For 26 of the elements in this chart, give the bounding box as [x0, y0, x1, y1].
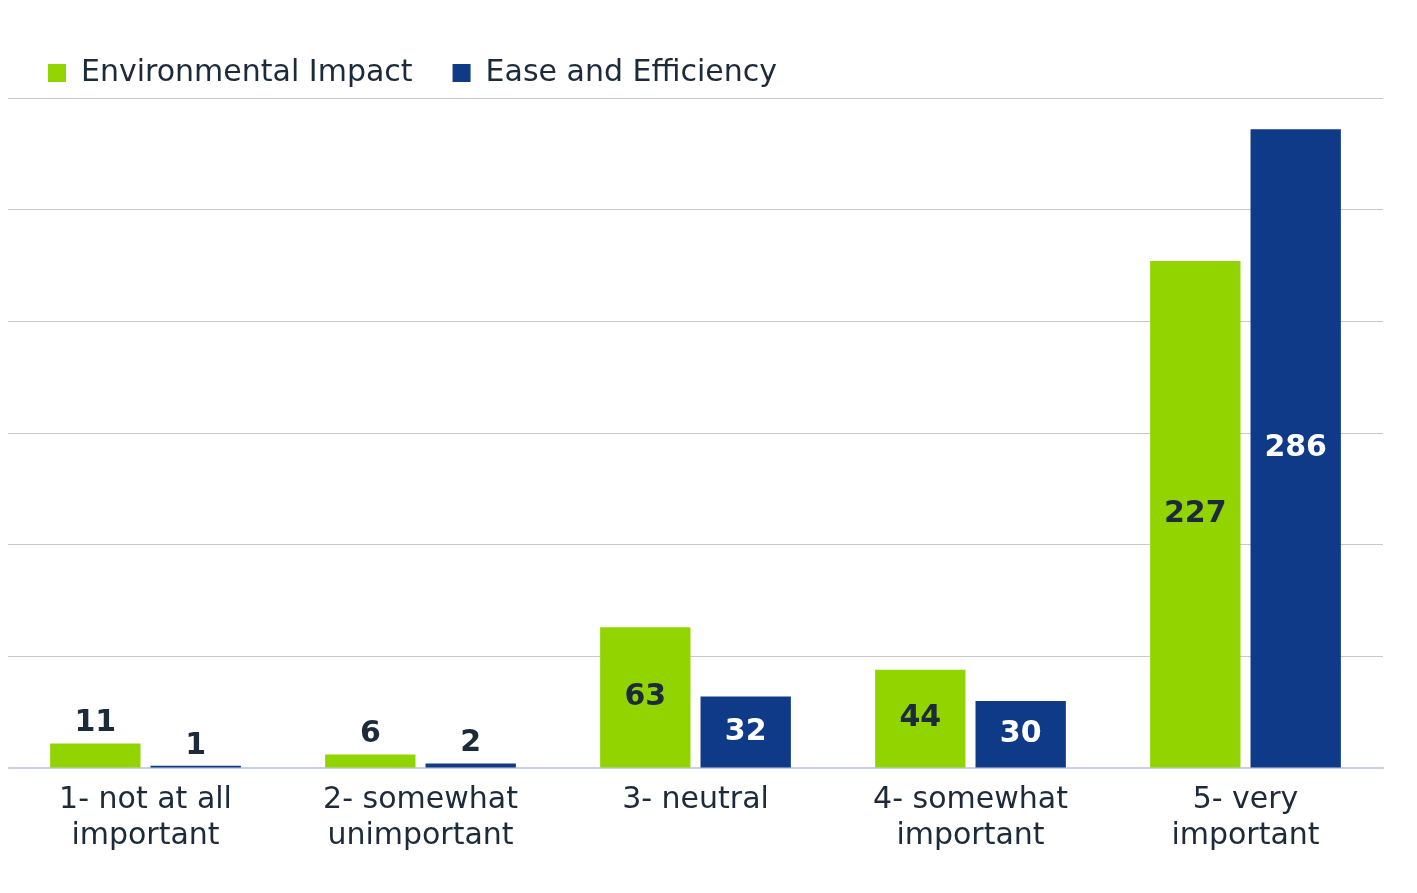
bar [425, 763, 516, 768]
bar [700, 696, 791, 768]
data-label: 44 [899, 698, 942, 734]
data-label: 63 [624, 677, 667, 713]
data-label: 32 [724, 711, 767, 747]
x-tick-label: 5- very important [1171, 779, 1320, 851]
bar [875, 669, 966, 768]
bar [975, 701, 1066, 768]
data-label: 6 [359, 714, 381, 750]
bar [50, 743, 141, 768]
legend-label: Environmental Impact [81, 52, 413, 88]
data-label: 227 [1164, 494, 1227, 530]
data-label: 30 [999, 714, 1042, 750]
bar [1250, 129, 1341, 768]
x-tick-label: 2- somewhat unimportant [323, 779, 519, 851]
data-label: 11 [74, 703, 117, 739]
bar [600, 627, 691, 768]
data-label: 286 [1264, 428, 1327, 464]
bar [1150, 261, 1241, 768]
data-label: 1 [185, 725, 207, 761]
x-tick-label: 1- not at all important [59, 779, 232, 851]
data-label: 2 [460, 723, 482, 759]
x-tick-label: 4- somewhat important [873, 779, 1069, 851]
legend-label: Ease and Efficiency [485, 52, 778, 88]
bar [325, 754, 416, 768]
x-tick-label: 3- neutral [622, 779, 769, 815]
